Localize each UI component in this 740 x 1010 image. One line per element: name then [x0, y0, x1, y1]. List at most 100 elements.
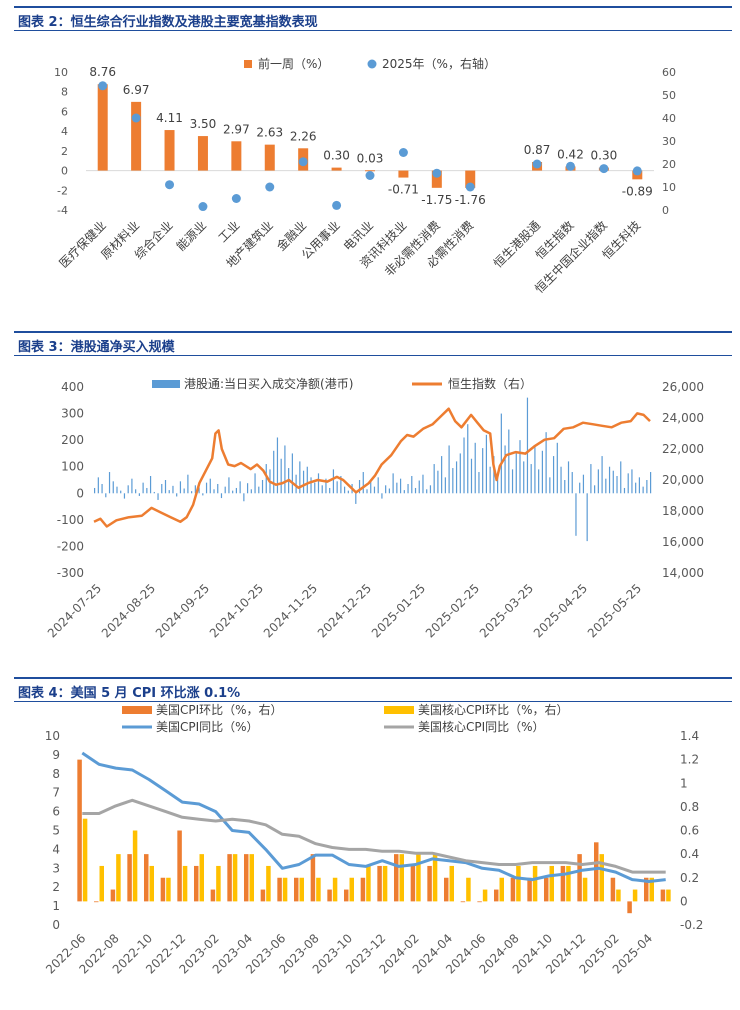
flow-bar [332, 469, 335, 494]
core-cpi-mom-bar [549, 865, 554, 902]
hsi-line [93, 407, 651, 528]
cpi-mom-bar [577, 854, 582, 902]
flow-bar [149, 476, 152, 494]
flow-bar [261, 480, 264, 494]
data-label: -0.89 [622, 184, 653, 198]
y-tick-label: -100 [57, 513, 84, 527]
y2-tick-label: 0.8 [680, 800, 699, 814]
flow-bar [452, 468, 454, 494]
flow-bar [534, 445, 536, 494]
legend-label: 港股通:当日买入成交净额(港币) [184, 376, 353, 391]
x-tick-label: 2025-01-25 [369, 581, 428, 640]
core-cpi-mom-bar [216, 865, 221, 902]
y-tick-label: 10 [54, 66, 68, 79]
x-tick-label: 2024-09-25 [153, 581, 212, 640]
flow-bar [560, 466, 562, 494]
legend-swatch-bar [244, 60, 252, 68]
flow-bar [403, 490, 405, 494]
y2-tick-label: 0 [680, 894, 688, 908]
cpi-mom-bar [510, 877, 516, 902]
flow-bar [426, 489, 428, 494]
core-cpi-mom-bar [166, 877, 171, 902]
flow-bar [414, 487, 417, 494]
flow-bar [392, 473, 394, 494]
dot-能源业 [198, 202, 208, 212]
y2-tick-label: 40 [662, 112, 676, 125]
dot-电讯业 [365, 171, 375, 180]
flow-bar [347, 490, 349, 494]
core-cpi-mom-bar [566, 865, 571, 902]
y-tick-label: 8 [52, 767, 60, 781]
cpi-mom-bar [94, 901, 99, 903]
cpi-mom-bar [110, 889, 116, 902]
cpi-mom-bar [194, 865, 199, 902]
flow-bar [108, 472, 111, 494]
flow-bar [388, 488, 390, 494]
data-label: 0.42 [557, 147, 584, 161]
cpi-mom-bar [560, 865, 566, 902]
y2-tick-label: 10 [662, 181, 676, 194]
flow-bar [228, 477, 230, 494]
x-tick-label: 能源业 [174, 218, 209, 253]
data-label: 0.87 [524, 143, 551, 157]
legend-swatch-bar [152, 380, 180, 388]
y2-tick-label: 0.6 [680, 824, 699, 838]
core-cpi-mom-bar [449, 865, 454, 902]
flow-bar [194, 485, 196, 494]
y2-tick-label: 20 [662, 158, 676, 171]
flow-bar [366, 489, 368, 494]
cpi-mom-bar [344, 889, 349, 902]
legend-swatch [122, 706, 152, 714]
y2-tick-label: 0.4 [680, 847, 699, 861]
flow-bar [538, 469, 540, 494]
y2-tick-label: 1.4 [680, 729, 699, 743]
y2-tick-label: 60 [662, 66, 676, 79]
dot-医疗保健业 [98, 81, 108, 91]
flow-bar [187, 474, 189, 494]
cpi-mom-bar [527, 877, 532, 902]
chart-southbound-flow: 400 300 200 100 0 -100 -200 -300 26,000 24,000 22,… [45, 376, 704, 640]
legend-label: 2025年（%，右轴） [382, 56, 496, 71]
dot-综合企业 [165, 180, 175, 190]
x-tick-label: 2024-08-25 [99, 581, 158, 640]
y2-tick-label: 18,000 [662, 504, 704, 518]
y-tick-label: 4 [52, 842, 60, 856]
core-cpi-mom-bar [416, 854, 421, 902]
core-cpi-mom-bar [582, 877, 588, 902]
flow-bar [205, 482, 208, 494]
flow-bar [556, 442, 558, 494]
core-cpi-mom-bar [599, 854, 604, 902]
cpi-mom-bar [644, 877, 649, 902]
flow-bar [265, 464, 267, 494]
flow-bar [336, 481, 338, 494]
legend-label: 美国CPI环比（%，右） [156, 703, 283, 717]
flow-bar [123, 493, 126, 499]
core-cpi-mom-bar [516, 865, 521, 902]
flow-bar [616, 476, 618, 494]
flow-bar [325, 478, 327, 494]
flow-bar [224, 486, 226, 494]
dot-非必需性消费 [432, 168, 442, 178]
flow-bar [530, 464, 532, 494]
core-cpi-mom-bar [149, 865, 154, 902]
y-tick-label: -4 [57, 204, 68, 217]
y2-tick-label: 0.2 [680, 871, 699, 885]
flow-bar [317, 473, 320, 494]
dot-公用事业 [332, 200, 342, 210]
core-cpi-mom-bar [466, 877, 471, 902]
flow-bar [478, 472, 480, 494]
x-tick-label: 医疗保健业 [56, 218, 108, 270]
flow-bar [161, 483, 163, 494]
flow-bar [246, 483, 249, 494]
y2-tick-label: 24,000 [662, 411, 704, 425]
cpi-mom-bar [160, 877, 166, 902]
flow-bar [179, 481, 182, 494]
flow-bar [497, 477, 499, 494]
cpi-mom-bar [360, 877, 366, 902]
core-cpi-mom-bar [232, 854, 238, 902]
cpi-mom-bar [177, 830, 182, 902]
dot-恒生中国企业指数 [599, 164, 609, 174]
y2-tick-label: 30 [662, 135, 676, 148]
flow-bar [597, 469, 599, 494]
bar-综合企业 [164, 130, 175, 171]
